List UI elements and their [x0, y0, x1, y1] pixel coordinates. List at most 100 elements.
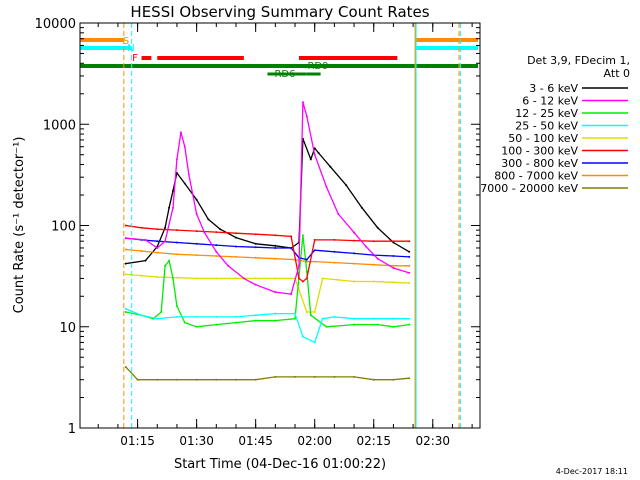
plot-frame	[79, 22, 481, 429]
data-point	[376, 226, 379, 229]
data-point	[156, 247, 159, 249]
data-point	[195, 230, 198, 233]
data-point	[313, 260, 316, 263]
x-tick-label: 02:30	[415, 434, 450, 448]
data-point	[235, 232, 237, 235]
data-point	[160, 311, 163, 313]
data-point	[408, 317, 411, 320]
data-point	[235, 245, 237, 248]
data-point	[124, 237, 127, 240]
data-point	[372, 280, 375, 283]
legend-label: 300 - 800 keV	[501, 157, 578, 170]
data-point	[219, 228, 222, 231]
data-point	[195, 325, 198, 328]
data-point	[274, 247, 277, 249]
data-point	[325, 325, 328, 328]
data-point	[156, 317, 159, 320]
data-point	[183, 321, 186, 324]
data-point	[333, 250, 336, 253]
data-point	[144, 259, 147, 262]
series-line-2	[125, 101, 410, 295]
data-point	[408, 271, 411, 274]
legend-header-line-2: Att 0	[604, 67, 630, 80]
data-point	[353, 375, 356, 378]
data-point	[175, 241, 178, 244]
axes: 01:15 01:30 01:45 02:00 02:15 02:30 1 10 100 1000…	[35, 17, 480, 448]
data-point	[274, 375, 277, 378]
data-point	[337, 213, 340, 215]
y-tick-label: 1	[68, 422, 76, 437]
data-point	[353, 262, 356, 265]
data-point	[353, 280, 356, 283]
data-point	[372, 378, 375, 381]
y-tick-label: 1000	[43, 118, 76, 133]
data-point	[333, 315, 336, 318]
data-point	[195, 315, 198, 318]
data-point	[124, 366, 127, 368]
data-point	[235, 255, 237, 258]
data-point	[298, 277, 300, 280]
data-point	[353, 252, 356, 255]
data-point	[317, 152, 320, 154]
data-point	[392, 317, 395, 320]
data-point	[254, 314, 257, 317]
series-line-9	[125, 366, 410, 381]
data-point	[164, 264, 167, 267]
data-point	[179, 131, 182, 134]
data-point	[305, 311, 308, 313]
data-point	[215, 378, 218, 381]
data-point	[305, 258, 308, 261]
data-point	[392, 267, 395, 269]
data-point	[392, 325, 395, 328]
x-tick-label: 02:00	[297, 434, 332, 448]
chart-title: HESSI Observing Summary Count Rates	[130, 3, 429, 21]
data-point	[215, 250, 218, 253]
data-point	[301, 280, 304, 283]
data-point	[124, 248, 127, 251]
data-point	[313, 249, 316, 252]
data-point	[140, 250, 143, 252]
data-point	[164, 240, 167, 243]
data-point	[353, 323, 356, 326]
data-point	[168, 259, 171, 262]
data-point	[301, 335, 304, 338]
data-point	[353, 239, 356, 242]
data-point	[235, 236, 237, 239]
data-point	[408, 377, 411, 380]
data-point	[156, 276, 159, 278]
data-point	[172, 189, 174, 192]
data-point	[321, 317, 324, 320]
data-point	[195, 198, 198, 201]
data-point	[215, 231, 218, 234]
data-point	[274, 234, 277, 237]
data-point	[254, 233, 257, 236]
legend-label: 7000 - 20000 keV	[480, 182, 578, 195]
data-point	[215, 323, 218, 326]
x-tick-label: 02:15	[356, 434, 391, 448]
data-point	[290, 293, 293, 296]
data-point	[301, 234, 304, 237]
data-point	[408, 240, 411, 243]
data-point	[168, 206, 171, 209]
data-point	[124, 224, 127, 227]
data-point	[408, 250, 411, 253]
data-point	[203, 231, 206, 234]
x-tick-label: 01:30	[179, 434, 214, 448]
data-point	[124, 307, 127, 310]
data-point	[294, 312, 296, 315]
data-point	[175, 253, 178, 256]
data-point	[309, 158, 312, 161]
data-point	[313, 311, 316, 313]
data-point	[195, 242, 198, 245]
data-point	[294, 375, 296, 378]
data-point	[140, 226, 143, 229]
data-point	[353, 317, 356, 320]
data-point	[175, 315, 178, 318]
data-point	[372, 263, 375, 266]
y-tick-label: 10000	[35, 17, 76, 32]
timestamp: 4-Dec-2017 18:11	[556, 467, 628, 476]
data-point	[124, 311, 127, 313]
data-point	[175, 276, 178, 279]
data-point	[175, 158, 178, 161]
data-point	[392, 255, 395, 257]
